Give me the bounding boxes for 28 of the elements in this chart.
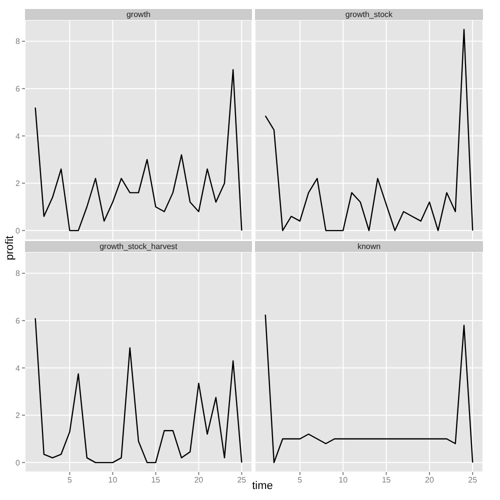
y-tick-label: 0: [16, 226, 21, 236]
line-series: [34, 69, 242, 232]
x-tick-label: 10: [338, 476, 348, 485]
y-tick-label: 8: [16, 269, 21, 278]
x-tick-label: 25: [237, 476, 247, 485]
x-tick-label: 10: [108, 476, 118, 485]
y-tick-label: 6: [16, 84, 21, 94]
y-axis-title: profit: [4, 234, 16, 262]
x-tick-label: 5: [67, 476, 72, 485]
y-tick-label: 0: [16, 458, 21, 468]
y-tick-label: 4: [16, 132, 21, 141]
line-series: [34, 318, 242, 464]
chart-title: growth_stock_harvest: [25, 241, 252, 252]
x-tick-label: 20: [425, 476, 434, 485]
y-tick-label: 6: [16, 316, 21, 326]
chart-title: growth: [25, 9, 252, 20]
y-tick-label: 2: [16, 411, 21, 420]
y-tick-label: 4: [16, 364, 21, 373]
x-tick-label: 5: [298, 476, 303, 485]
x-axis-title: time: [252, 480, 273, 492]
x-tick-label: 20: [194, 476, 204, 485]
chart-title: known: [255, 241, 483, 252]
x-tick-label: 25: [468, 476, 478, 485]
x-tick-label: 15: [151, 476, 161, 485]
x-tick-label: 15: [382, 476, 392, 485]
y-tick-label: 2: [16, 179, 21, 188]
chart-title: growth_stock: [255, 9, 483, 20]
y-tick-label: 8: [16, 37, 21, 46]
